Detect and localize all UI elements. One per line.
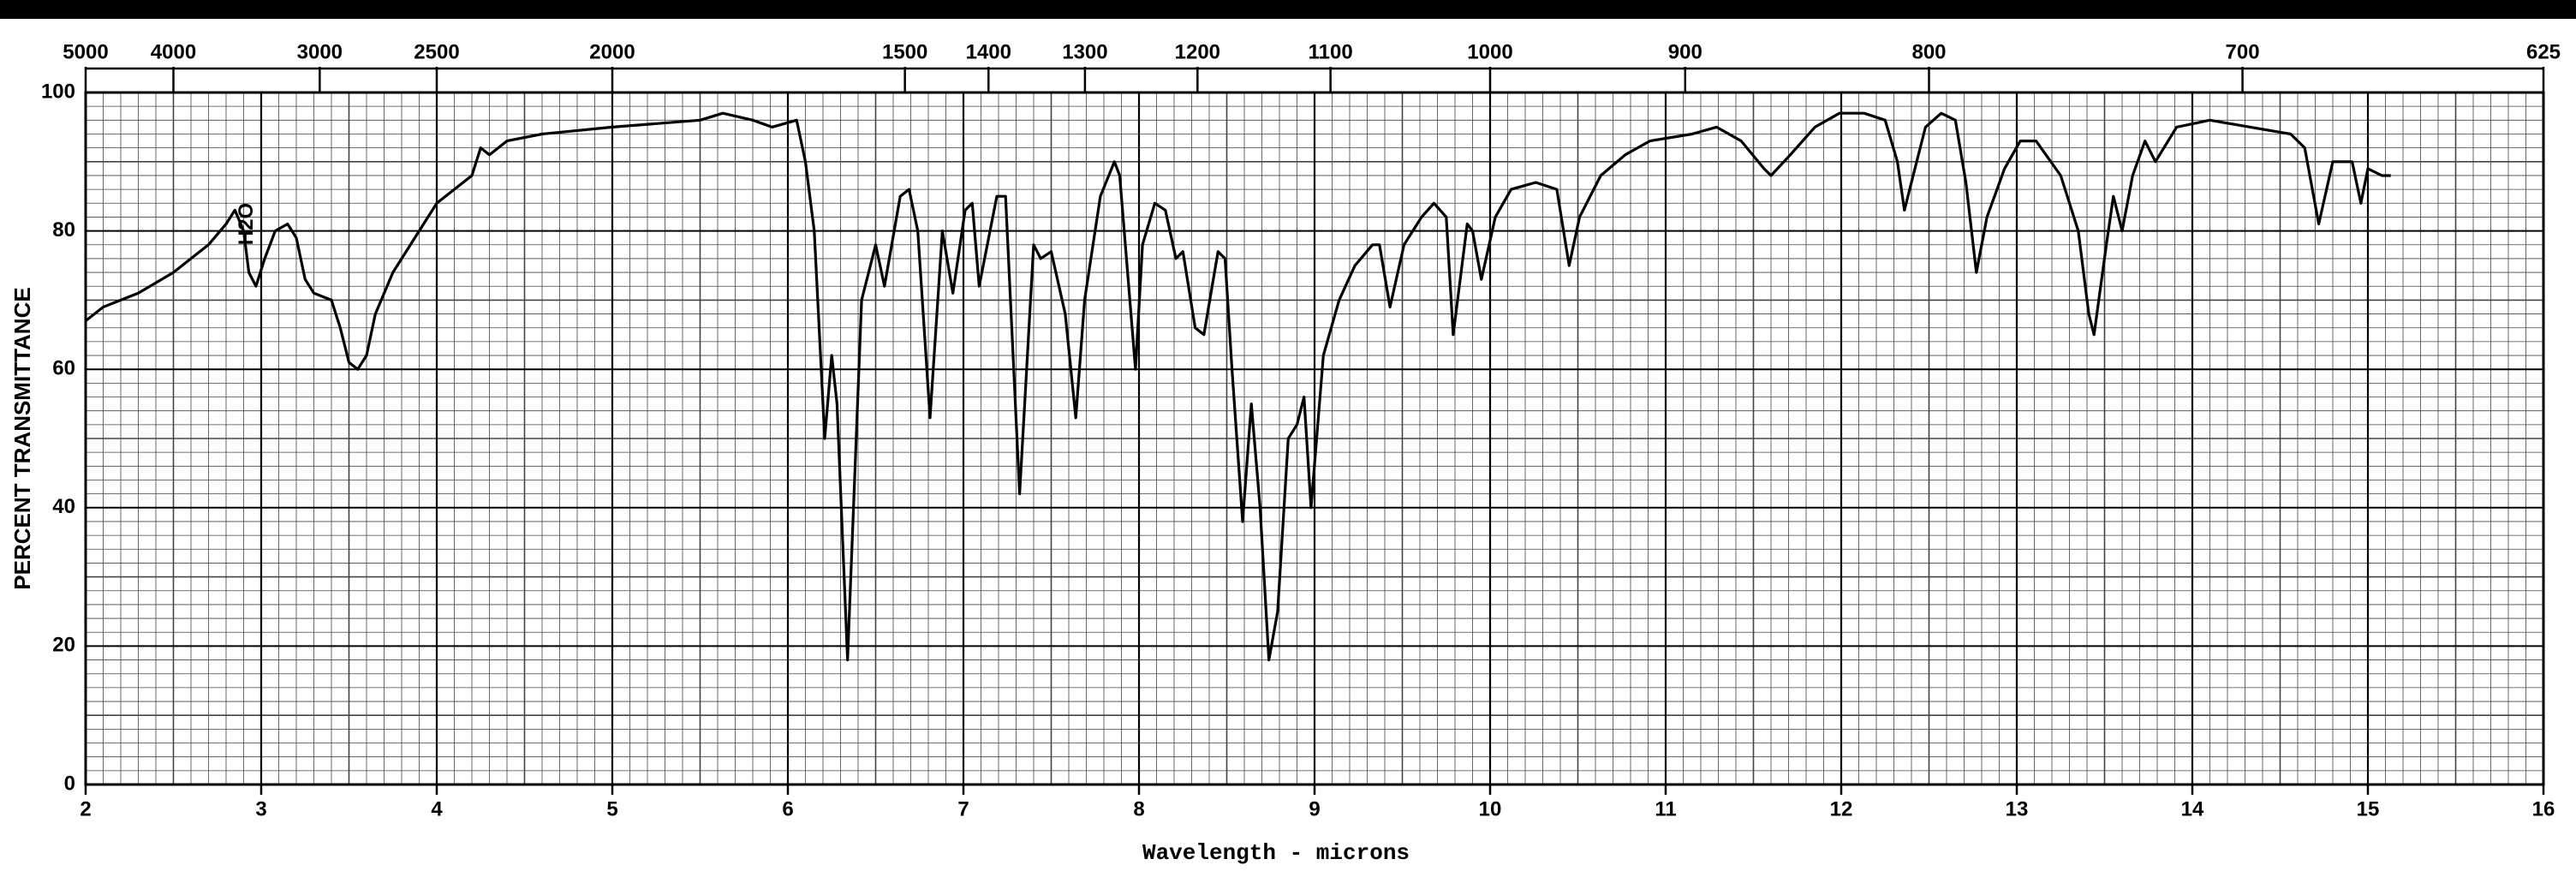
x-tick-label: 10 bbox=[1479, 797, 1502, 820]
x-tick-label: 3 bbox=[255, 797, 266, 820]
x-tick-label: 11 bbox=[1655, 797, 1676, 820]
x-tick-label: 13 bbox=[2006, 797, 2029, 820]
y-tick-label: 0 bbox=[64, 772, 75, 795]
x-tick-label: 16 bbox=[2532, 797, 2555, 820]
x-tick-label: 6 bbox=[782, 797, 793, 820]
x2-tick-label: 2500 bbox=[414, 40, 459, 63]
annotation: H2O bbox=[235, 203, 258, 245]
x-tick-label: 12 bbox=[1830, 797, 1853, 820]
x-tick-label: 7 bbox=[957, 797, 969, 820]
x-tick-label: 9 bbox=[1309, 797, 1320, 820]
x2-tick-label: 3000 bbox=[297, 40, 343, 63]
x-tick-label: 2 bbox=[80, 797, 91, 820]
y-tick-label: 100 bbox=[41, 80, 75, 103]
x2-tick-label: 625 bbox=[2526, 40, 2561, 63]
spectrum-line bbox=[85, 111, 2391, 662]
x-tick-label: 5 bbox=[606, 797, 617, 820]
x2-tick-label: 1400 bbox=[966, 40, 1011, 63]
plot-frame bbox=[84, 91, 2545, 786]
y-tick-label: 20 bbox=[52, 634, 75, 657]
x2-tick-label: 5000 bbox=[63, 40, 108, 63]
y-tick-label: 60 bbox=[52, 357, 75, 380]
x-axis-title: Wavelength - microns bbox=[1142, 840, 1410, 866]
x-tick-label: 8 bbox=[1133, 797, 1144, 820]
x2-tick-label: 1000 bbox=[1467, 40, 1512, 63]
x2-tick-label: 1200 bbox=[1175, 40, 1220, 63]
x2-tick-label: 4000 bbox=[151, 40, 196, 63]
x2-tick-label: 2000 bbox=[589, 40, 635, 63]
x2-tick-label: 800 bbox=[1911, 40, 1946, 63]
y-axis-title: PERCENT TRANSMITTANCE bbox=[9, 287, 35, 589]
top-bar bbox=[0, 0, 2576, 19]
x-tick-label: 15 bbox=[2357, 797, 2380, 820]
y-tick-label: 80 bbox=[52, 218, 75, 242]
x-tick-label: 4 bbox=[431, 797, 443, 820]
x2-tick-label: 900 bbox=[1668, 40, 1702, 63]
y-tick-label: 40 bbox=[52, 495, 75, 518]
x2-tick-label: 1500 bbox=[882, 40, 927, 63]
x2-tick-label: 700 bbox=[2226, 40, 2260, 63]
x-tick-label: 14 bbox=[2181, 797, 2204, 820]
x2-tick-label: 1300 bbox=[1062, 40, 1107, 63]
x2-tick-label: 1100 bbox=[1309, 40, 1353, 63]
